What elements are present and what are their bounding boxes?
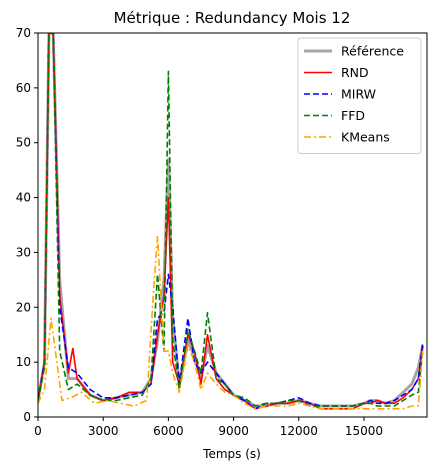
y-axis: 0 10 20 30 40 50 60 70 — [16, 26, 38, 424]
y-tick-label: 30 — [16, 245, 31, 259]
x-axis: 0 3000 6000 9000 12000 15000 — [34, 417, 383, 438]
legend-label-0: Référence — [341, 44, 404, 59]
legend: Référence RND MIRW FFD KMeans — [297, 37, 422, 154]
legend-label-1: RND — [341, 65, 369, 80]
y-tick-label: 20 — [16, 300, 31, 314]
y-tick-label: 40 — [16, 191, 31, 205]
y-tick-label: 10 — [16, 355, 31, 369]
x-tick-label: 6000 — [153, 424, 184, 438]
plot-frame — [37, 32, 428, 418]
x-tick-label: 15000 — [345, 424, 383, 438]
series-layer — [38, 33, 425, 410]
x-axis-label: Temps (s) — [202, 447, 261, 461]
legend-label-4: KMeans — [341, 130, 390, 145]
series-line-4 — [38, 235, 424, 410]
y-tick-label: 60 — [16, 81, 31, 95]
x-tick-label: 12000 — [280, 424, 318, 438]
y-tick-label: 70 — [16, 26, 31, 40]
series-line-3 — [38, 33, 424, 407]
x-tick-label: 0 — [34, 424, 42, 438]
y-tick-label: 0 — [23, 410, 31, 424]
legend-label-3: FFD — [341, 108, 365, 123]
legend-label-2: MIRW — [341, 87, 376, 102]
legend-box — [297, 37, 422, 154]
y-tick-label: 50 — [16, 136, 31, 150]
chart-title: Métrique : Redundancy Mois 12 — [114, 9, 351, 27]
x-tick-label: 3000 — [88, 424, 119, 438]
x-tick-label: 9000 — [218, 424, 249, 438]
